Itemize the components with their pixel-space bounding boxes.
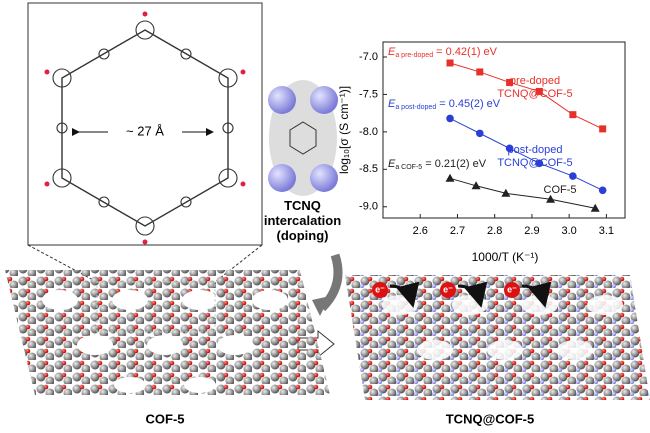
- point: [471, 181, 481, 190]
- point: [569, 172, 577, 180]
- point: [535, 159, 544, 168]
- point: [599, 125, 607, 133]
- framework: [52, 20, 238, 236]
- point: [476, 68, 484, 76]
- point: [598, 186, 607, 195]
- pore-label-bg: [108, 124, 182, 140]
- y-tick-label: -8.5: [359, 163, 378, 175]
- tcnq-cof5-label: TCNQ@COF-5: [446, 411, 535, 426]
- point: [446, 59, 454, 67]
- legend-entry: COF-5: [543, 184, 577, 196]
- annotation: Ea COF-5 = 0.21(2) eV: [388, 158, 487, 171]
- cof5-lattice: [5, 270, 330, 395]
- legend-entry: pre-doped TCNQ@COF-5: [497, 75, 573, 100]
- annotation-symbol: E: [388, 98, 396, 110]
- tcnq-cof5-lattice: [345, 275, 650, 400]
- fit-line: [449, 117, 603, 191]
- cof5-label: COF-5: [146, 411, 185, 426]
- annotation-subscript: a post-doped: [395, 104, 436, 111]
- electron-arrow: [521, 281, 552, 308]
- point: [535, 87, 543, 95]
- annotation-text: = 0.45(2) eV: [436, 98, 501, 110]
- annotation-text: = 0.21(2) eV: [422, 158, 487, 170]
- point: [506, 78, 514, 86]
- point: [445, 173, 455, 182]
- annotation: Ea pre-doped = 0.42(1) eV: [388, 46, 498, 59]
- point: [590, 203, 600, 212]
- x-tick-label: 3.1: [599, 225, 614, 237]
- electron-label: e⁻: [507, 284, 517, 294]
- annotation-subscript: a COF-5: [395, 164, 422, 171]
- electron: [504, 282, 520, 298]
- electron-arrow: [389, 281, 420, 308]
- x-tick-label: 2.8: [487, 225, 502, 237]
- x-tick-label: 2.9: [524, 225, 539, 237]
- x-tick-label: 3.0: [562, 225, 577, 237]
- pore-label: ~ 27 Å: [126, 123, 164, 138]
- annotation-symbol: E: [388, 46, 396, 58]
- x-axis-label: 1000/T (K⁻¹): [472, 250, 539, 264]
- x-tick-label: 2.6: [413, 225, 428, 237]
- electron: [440, 282, 456, 298]
- point: [501, 188, 511, 197]
- doping-label: TCNQ intercalation (doping): [263, 198, 342, 243]
- y-tick-label: -7.5: [359, 88, 378, 100]
- point: [569, 111, 577, 119]
- legend-entry: post-doped TCNQ@COF-5: [497, 144, 573, 169]
- curved-arrow-head: [312, 296, 330, 316]
- electron-arrow: [457, 281, 488, 308]
- point: [446, 114, 454, 123]
- y-tick-label: -8.0: [359, 126, 378, 138]
- point: [476, 129, 484, 138]
- electrons: e⁻ e⁻ e⁻: [372, 281, 552, 308]
- annotation-text: = 0.42(1) eV: [433, 46, 498, 58]
- y-axis-label: log₁₀[σ (S cm⁻¹)]: [337, 86, 351, 174]
- plot-frame: [382, 41, 626, 219]
- point: [546, 194, 556, 203]
- oxygen-atoms: [44, 11, 246, 245]
- electron: [372, 282, 388, 298]
- annotation-symbol: E: [388, 158, 396, 170]
- electron-label: e⁻: [375, 284, 385, 294]
- point: [505, 144, 514, 153]
- fit-line: [449, 62, 603, 130]
- annotation: Ea post-doped = 0.45(2) eV: [388, 98, 501, 111]
- y-tick-label: -9.0: [359, 201, 378, 213]
- annotation-subscript: a pre-doped: [395, 52, 433, 59]
- tcnq-molecule: [268, 80, 338, 196]
- x-tick-label: 2.7: [450, 225, 465, 237]
- y-tick-label: -7.0: [359, 51, 378, 63]
- electron-label: e⁻: [443, 284, 453, 294]
